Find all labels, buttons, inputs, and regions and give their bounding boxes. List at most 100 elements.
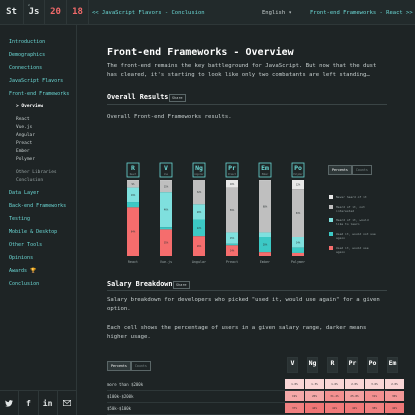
- sidebar-item-back-end-frameworks[interactable]: Back-end Frameworks: [9, 203, 67, 209]
- bar-segment[interactable]: [127, 202, 139, 208]
- bar-segment[interactable]: [193, 180, 205, 205]
- next-page-link[interactable]: Front-end Frameworks - React >>: [310, 9, 413, 16]
- library-badge-subtitle: Preact: [228, 173, 237, 176]
- bar-segment[interactable]: [226, 243, 238, 246]
- bar-segment[interactable]: [259, 180, 271, 233]
- bar-segment[interactable]: [226, 187, 238, 233]
- bar-segment[interactable]: [193, 204, 205, 220]
- bar-segment[interactable]: [127, 180, 139, 188]
- bar-segment[interactable]: [292, 247, 304, 253]
- bar-segment[interactable]: [226, 232, 238, 244]
- sidebar-item-testing[interactable]: Testing: [9, 216, 31, 222]
- row-divider: [107, 402, 387, 403]
- bar-segment[interactable]: [292, 237, 304, 248]
- legend-item[interactable]: Used it, would use again: [329, 246, 377, 254]
- sidebar-item-awards[interactable]: Awards 🏆: [9, 268, 37, 274]
- sidebar-sub-other-libraries[interactable]: Other Libraries: [16, 170, 57, 175]
- sidebar-item-conclusion[interactable]: Conclusion: [9, 281, 40, 287]
- salary-cell: 44%: [305, 403, 324, 413]
- salary-cell: 1.3%: [305, 379, 324, 389]
- salary-description-2: Each cell shows the percentage of users …: [107, 325, 367, 340]
- salary-cell: 30%: [385, 391, 404, 401]
- sidebar-sub-preact[interactable]: Preact: [16, 141, 33, 146]
- library-badge-subtitle: Ember: [262, 173, 269, 176]
- twitter-icon[interactable]: [0, 391, 20, 415]
- bar-segment[interactable]: [127, 207, 139, 256]
- overall-toggle-counts[interactable]: Counts: [351, 165, 372, 175]
- prev-page-link[interactable]: << JavaScript Flavors - Conclusion: [92, 9, 205, 16]
- salary-cell: 1.0%: [285, 379, 304, 389]
- legend-item[interactable]: Heard of it, not interested: [329, 205, 377, 213]
- sidebar-sub-ember[interactable]: Ember: [16, 149, 30, 154]
- linkedin-icon[interactable]: in: [39, 391, 58, 415]
- sidebar-item-connections[interactable]: Connections: [9, 65, 43, 71]
- bar-segment[interactable]: [127, 187, 139, 203]
- overall-share-button[interactable]: Share: [169, 94, 186, 102]
- salary-toggle-counts[interactable]: Counts: [130, 361, 151, 371]
- salary-cell: 37%: [285, 403, 304, 413]
- sidebar-item-introduction[interactable]: Introduction: [9, 39, 46, 45]
- legend-item[interactable]: Used it, would not use again: [329, 232, 377, 240]
- sidebar-item-other-tools[interactable]: Other Tools: [9, 242, 43, 248]
- bar-segment[interactable]: [160, 229, 172, 256]
- facebook-icon[interactable]: f: [19, 391, 39, 415]
- bar-segment[interactable]: [259, 252, 271, 256]
- sidebar-sub-overview[interactable]: > Overview: [16, 104, 44, 109]
- bar-segment[interactable]: [259, 237, 271, 253]
- bar-segment[interactable]: [193, 236, 205, 256]
- logo-20[interactable]: 20: [45, 0, 67, 25]
- library-badge-subtitle: Vue: [164, 173, 169, 176]
- salary-column-header: Ng: [307, 357, 318, 373]
- legend-item[interactable]: Heard of it, would like to learn: [329, 218, 377, 226]
- bar-segment[interactable]: [160, 227, 172, 230]
- bar-segment[interactable]: [160, 180, 172, 193]
- bar-segment[interactable]: [292, 252, 304, 256]
- sidebar-item-javascript-flavors[interactable]: JavaScript Flavors: [9, 78, 64, 84]
- bar-segment[interactable]: [226, 245, 238, 256]
- salary-cell: 25.8%: [345, 391, 364, 401]
- bar-segment[interactable]: [160, 180, 172, 181]
- sidebar-sub-react[interactable]: React: [16, 117, 30, 122]
- email-icon[interactable]: [58, 391, 77, 415]
- bar-segment[interactable]: [259, 232, 271, 237]
- bar-value-label: 46%: [164, 209, 169, 212]
- row-divider: [107, 390, 387, 391]
- overall-toggle-percents[interactable]: Percents: [328, 165, 352, 175]
- logo-st[interactable]: St: [0, 0, 24, 25]
- library-badge-text: Ng: [195, 164, 203, 172]
- bar-segment[interactable]: [259, 180, 271, 181]
- library-badge: [291, 162, 305, 178]
- bar-value-label: 20%: [263, 244, 268, 247]
- overall-results-heading: Overall Results: [107, 93, 169, 101]
- bar-segment[interactable]: [160, 192, 172, 228]
- logo-18[interactable]: 18: [67, 0, 89, 25]
- sidebar-sub-vue[interactable]: Vue.js: [16, 125, 33, 130]
- bar-segment[interactable]: [292, 180, 304, 190]
- salary-share-button[interactable]: Share: [173, 281, 190, 289]
- legend-item[interactable]: Never heard of it: [329, 195, 377, 199]
- sidebar-sub-conclusion[interactable]: Conclusion: [16, 178, 44, 183]
- bar-segment[interactable]: [193, 219, 205, 237]
- logo-js[interactable]: 2 Js: [24, 0, 45, 25]
- sidebar-item-front-end-frameworks[interactable]: Front-end Frameworks: [9, 91, 70, 97]
- salary-cell: 3.6%: [365, 379, 384, 389]
- sidebar-sub-angular[interactable]: Angular: [16, 133, 35, 138]
- bar-segment[interactable]: [226, 180, 238, 188]
- bar-value-label: 22%: [197, 227, 202, 230]
- library-badge: [192, 162, 206, 178]
- language-select[interactable]: English ▾: [262, 0, 292, 25]
- salary-column-header: Pr: [347, 357, 358, 373]
- salary-cell: 38%: [365, 403, 384, 413]
- sidebar-item-demographics[interactable]: Demographics: [9, 52, 46, 58]
- sidebar-sub-polymer[interactable]: Polymer: [16, 157, 35, 162]
- sidebar-item-opinions[interactable]: Opinions: [9, 255, 34, 261]
- sidebar-item-data-layer[interactable]: Data Layer: [9, 190, 40, 196]
- salary-column-header: Em: [387, 357, 398, 373]
- sidebar-item-mobile-desktop[interactable]: Mobile & Desktop: [9, 229, 58, 235]
- bar-value-label: 9%: [132, 183, 135, 186]
- library-badge-subtitle: React: [130, 173, 137, 176]
- bar-segment[interactable]: [292, 189, 304, 237]
- salary-toggle-percents[interactable]: Percents: [107, 361, 131, 371]
- library-badge: [225, 162, 239, 178]
- bar-segment[interactable]: [127, 180, 139, 181]
